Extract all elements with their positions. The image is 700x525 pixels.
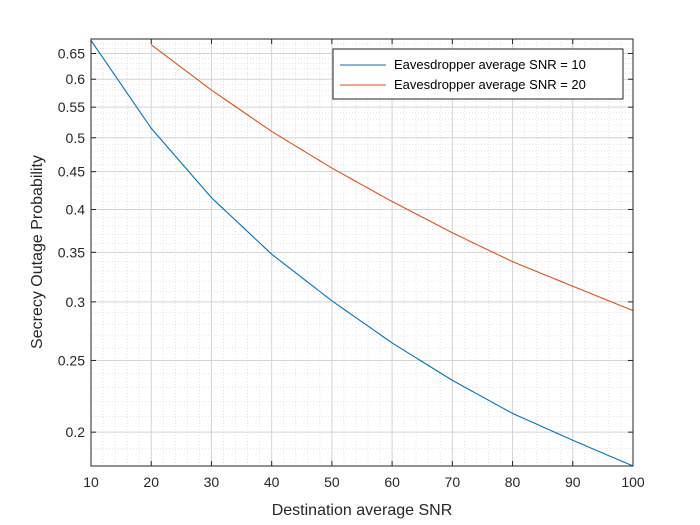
- x-tick-label: 30: [204, 474, 220, 490]
- x-axis-title: Destination average SNR: [272, 502, 453, 519]
- x-tick-labels: 10 20 30 40 50 60 70 80 90 100: [83, 474, 645, 490]
- legend-box: [332, 48, 624, 100]
- legend-label-snr20: Eavesdropper average SNR = 20: [394, 77, 586, 92]
- x-tick-label: 80: [505, 474, 521, 490]
- y-tick-label: 0.45: [58, 164, 85, 180]
- legend: Eavesdropper average SNR = 10 Eavesdropp…: [332, 48, 624, 100]
- x-tick-label: 50: [324, 474, 340, 490]
- y-tick-label: 0.3: [66, 294, 86, 310]
- legend-label-snr10: Eavesdropper average SNR = 10: [394, 57, 586, 72]
- x-tick-label: 20: [143, 474, 159, 490]
- y-tick-label: 0.65: [58, 45, 85, 61]
- series-line-1: [150, 44, 634, 312]
- y-tick-label: 0.5: [66, 130, 86, 146]
- y-tick-labels: 0.2 0.25 0.3 0.35 0.4 0.45 0.5 0.55 0.6 0.65: [58, 45, 85, 440]
- y-tick-label: 0.25: [58, 352, 85, 368]
- x-tick-label: 100: [621, 474, 645, 490]
- x-tick-label: 60: [384, 474, 400, 490]
- y-tick-label: 0.2: [66, 424, 86, 440]
- x-tick-label: 40: [264, 474, 280, 490]
- y-tick-label: 0.35: [58, 244, 85, 260]
- y-tick-label: 0.4: [66, 201, 86, 217]
- x-tick-label: 90: [565, 474, 581, 490]
- y-tick-label: 0.6: [66, 71, 86, 87]
- y-axis-title: Secrecy Outage Probability: [29, 155, 46, 349]
- series-layer: [90, 40, 634, 467]
- y-tick-label: 0.55: [58, 99, 85, 115]
- series-line-0: [90, 40, 634, 467]
- ticks-layer: [90, 39, 634, 466]
- x-tick-label: 70: [445, 474, 461, 490]
- x-tick-label: 10: [83, 474, 99, 490]
